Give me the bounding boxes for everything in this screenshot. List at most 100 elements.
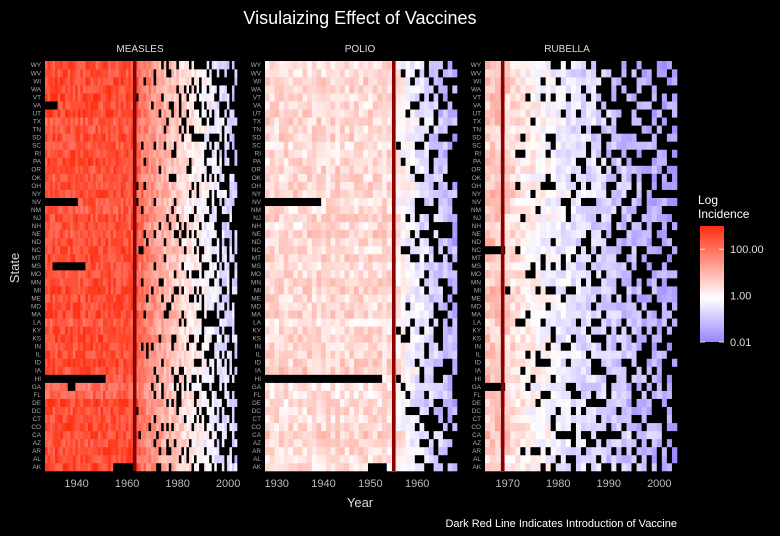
polio-cell (335, 334, 341, 343)
measles-cell (226, 366, 230, 375)
measles-cell (82, 213, 86, 223)
measles-cell (201, 302, 205, 311)
measles-cell (194, 318, 197, 327)
measles-cell (171, 454, 175, 464)
measles-cell (128, 390, 132, 399)
polio-cell (325, 462, 331, 472)
polio-cell (330, 342, 336, 351)
measles-cell (156, 414, 159, 424)
measles-cell (47, 69, 51, 78)
measles-cell (90, 390, 94, 399)
polio-cell (400, 358, 406, 367)
measles-cell (158, 117, 162, 126)
measles-row-wy (45, 61, 238, 70)
polio-cell (339, 310, 345, 319)
measles-cell (161, 261, 165, 271)
measles-cell (105, 334, 109, 343)
polio-cell (386, 302, 392, 311)
measles-cell (135, 261, 139, 271)
measles-cell (234, 101, 238, 110)
measles-cell (211, 205, 215, 215)
measles-cell (201, 157, 205, 166)
measles-cell (130, 101, 134, 110)
measles-cell (138, 310, 142, 319)
measles-cell (100, 141, 104, 150)
measles-cell (45, 149, 48, 158)
measles-cell (123, 310, 127, 319)
polio-cell (363, 398, 369, 407)
measles-cell (100, 350, 104, 359)
measles-cell (161, 61, 165, 70)
measles-cell (191, 61, 195, 70)
measles-cell (50, 334, 53, 343)
polio-row-fl (265, 390, 458, 399)
measles-cell (181, 302, 185, 311)
measles-cell (168, 101, 172, 110)
measles-cell (183, 350, 187, 359)
measles-cell (196, 334, 200, 343)
polio-cell (372, 366, 378, 375)
measles-cell (50, 414, 53, 424)
measles-cell (87, 294, 91, 303)
measles-cell (70, 342, 74, 351)
measles-cell (118, 294, 122, 303)
polio-cell (349, 374, 355, 383)
measles-cell (62, 85, 66, 94)
measles-cell (163, 245, 167, 255)
polio-cell (325, 398, 331, 407)
measles-cell (85, 229, 89, 239)
measles-cell (115, 261, 119, 271)
polio-cell (349, 278, 355, 287)
measles-cell (100, 374, 104, 383)
measles-cell (55, 69, 58, 78)
measles-cell (100, 229, 104, 239)
measles-cell (80, 398, 84, 407)
measles-cell (95, 414, 99, 424)
measles-cell (191, 446, 195, 456)
measles-cell (72, 342, 76, 351)
measles-cell (209, 310, 213, 319)
measles-cell (171, 197, 175, 207)
measles-cell (161, 141, 165, 150)
measles-cell (226, 125, 230, 134)
measles-cell (87, 141, 91, 150)
measles-cell (191, 181, 195, 190)
measles-cell (108, 334, 111, 343)
measles-cell (47, 382, 51, 391)
polio-cell (433, 366, 439, 375)
measles-cell (219, 366, 223, 375)
measles-cell (166, 245, 170, 255)
measles-cell (108, 438, 111, 448)
measles-cell (110, 101, 114, 110)
polio-cell (269, 414, 275, 424)
measles-cell (151, 165, 154, 174)
measles-cell (80, 229, 84, 239)
polio-cell (274, 398, 280, 407)
measles-cell (166, 165, 170, 174)
polio-cell (438, 430, 444, 440)
measles-cell (80, 286, 84, 295)
measles-cell (161, 422, 165, 432)
polio-cell (400, 302, 406, 311)
polio-cell (428, 366, 434, 375)
measles-cell (100, 278, 104, 287)
measles-row-mn (45, 278, 238, 287)
polio-cell (452, 398, 458, 407)
polio-cell (344, 406, 350, 416)
measles-cell (151, 294, 154, 303)
measles-cell (163, 358, 167, 367)
measles-cell (219, 157, 223, 166)
measles-cell (98, 374, 101, 383)
measles-cell (95, 149, 99, 158)
polio-cell (339, 406, 345, 416)
polio-cell (302, 350, 308, 359)
measles-cell (87, 366, 91, 375)
measles-cell (224, 422, 228, 432)
measles-cell (115, 326, 119, 335)
measles-cell (226, 181, 230, 190)
measles-cell (156, 133, 159, 142)
measles-cell (128, 366, 132, 375)
measles-cell (163, 366, 167, 375)
measles-cell (158, 270, 162, 279)
measles-cell (201, 350, 205, 359)
